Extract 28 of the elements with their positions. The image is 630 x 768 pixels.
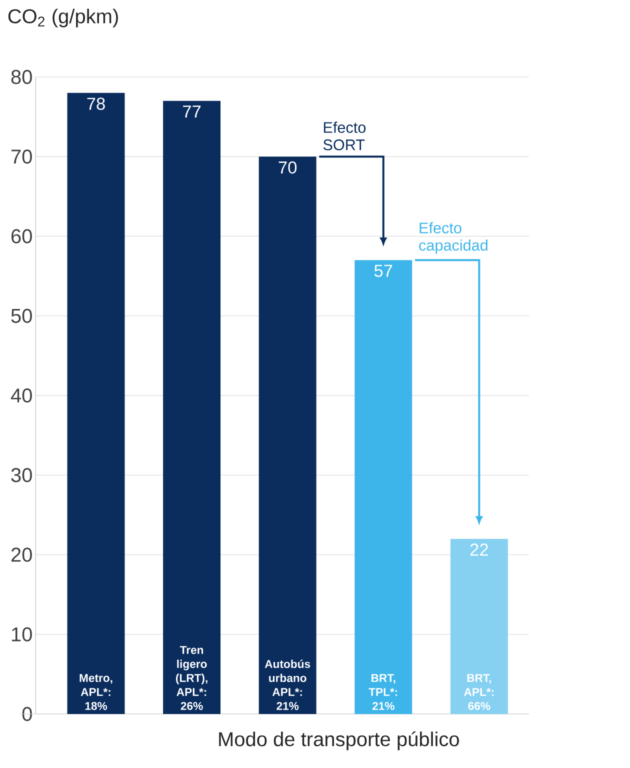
y-tick-label: 0	[22, 706, 32, 722]
data-label: 77	[183, 106, 201, 118]
annotation: Efecto capacidad	[419, 222, 488, 254]
y-tick-label: 10	[12, 627, 32, 642]
y-tick-label: 60	[11, 229, 32, 244]
annotation: Efecto SORT	[323, 122, 366, 150]
y-tick-label: 80	[11, 70, 32, 84]
y-tick-label: 40	[10, 388, 32, 403]
y-tick-label: 50	[11, 308, 32, 323]
data-label: 78	[87, 98, 105, 110]
bar	[258, 156, 316, 714]
data-label: 70	[278, 161, 297, 174]
bar	[67, 92, 125, 714]
x-tick-label: Metro, APL*: 18%	[80, 674, 112, 710]
x-tick-label: BRT, TPL*: 21%	[368, 674, 398, 710]
data-label: 22	[470, 544, 488, 556]
y-tick-label: 30	[11, 468, 32, 482]
y-tick-label: 20	[11, 548, 32, 562]
bar	[354, 260, 412, 714]
y-axis-title: CO$_{2}$ (g/pkm)	[8, 8, 118, 28]
x-tick-label: Tren ligero (LRT), APL*: 26%	[176, 646, 208, 710]
bar	[450, 538, 508, 714]
data-label: 57	[374, 264, 392, 277]
x-tick-label: BRT, APL*: 66%	[464, 674, 494, 710]
y-tick-label: 70	[11, 150, 32, 164]
x-tick-label: Autobús urbano APL*: 21%	[264, 660, 310, 710]
x-axis-title: Modo de transporte público	[219, 731, 459, 750]
bar	[163, 100, 221, 714]
